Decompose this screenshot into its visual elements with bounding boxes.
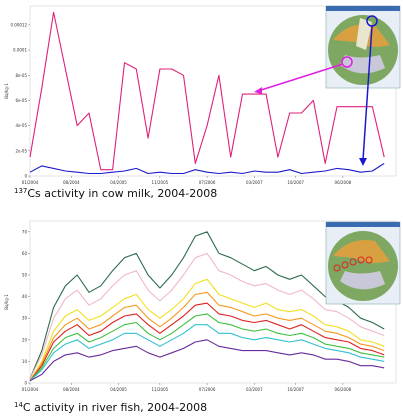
x-tick-label: 11/2005	[152, 180, 169, 185]
caption: 137Cs activity in cow milk, 2004-2008	[14, 187, 217, 200]
y-tick-label: 50	[22, 273, 28, 278]
map-inset	[326, 6, 400, 88]
x-tick-label: 08/2004	[63, 387, 80, 392]
x-tick-label: 06/2008	[335, 180, 352, 185]
x-tick-label: 07/2006	[199, 387, 216, 392]
x-tick-label: 01/2004	[22, 180, 39, 185]
y-axis-label: Bq/kg-1	[4, 83, 9, 99]
x-tick-label: 10/2007	[287, 387, 304, 392]
x-tick-label: 11/2005	[152, 387, 169, 392]
x-tick-label: 04/2005	[110, 180, 127, 185]
x-tick-label: 06/2008	[335, 387, 352, 392]
y-tick-label: 20	[22, 337, 28, 342]
y-tick-label: 30	[22, 316, 28, 321]
x-tick-label: 07/2006	[199, 180, 216, 185]
y-tick-label: 10	[22, 359, 28, 364]
x-tick-label: 04/2005	[110, 387, 127, 392]
y-tick-label: 4e-05	[15, 123, 27, 128]
y-tick-label: 0.0001	[13, 48, 27, 53]
caption-text: C activity in river fish, 2004-2008	[23, 401, 207, 414]
y-tick-label: 6e-05	[15, 98, 27, 103]
x-tick-label: 08/2004	[63, 180, 80, 185]
y-tick-label: 2e-05	[15, 148, 27, 153]
x-tick-label: 03/2007	[246, 387, 263, 392]
x-tick-label: 10/2007	[287, 180, 304, 185]
y-tick-label: 40	[22, 294, 28, 299]
map-inset	[326, 222, 400, 304]
y-tick-label: 8e-05	[15, 73, 27, 78]
screenshot: 01020304050607001/200408/200404/200511/2…	[0, 0, 403, 420]
y-tick-label: 70	[22, 229, 28, 234]
x-tick-label: 01/2004	[22, 387, 39, 392]
caption: 14C activity in river fish, 2004-2008	[14, 401, 207, 414]
y-tick-label: 0.00012	[10, 22, 27, 27]
x-tick-label: 03/2007	[246, 180, 263, 185]
caption-superscript: 137	[14, 187, 27, 195]
caption-text: Cs activity in cow milk, 2004-2008	[27, 187, 217, 200]
y-tick-label: 60	[22, 251, 28, 256]
y-axis-label: Bq/kg-1	[4, 294, 9, 310]
page: 01020304050607001/200408/200404/200511/2…	[0, 0, 403, 420]
